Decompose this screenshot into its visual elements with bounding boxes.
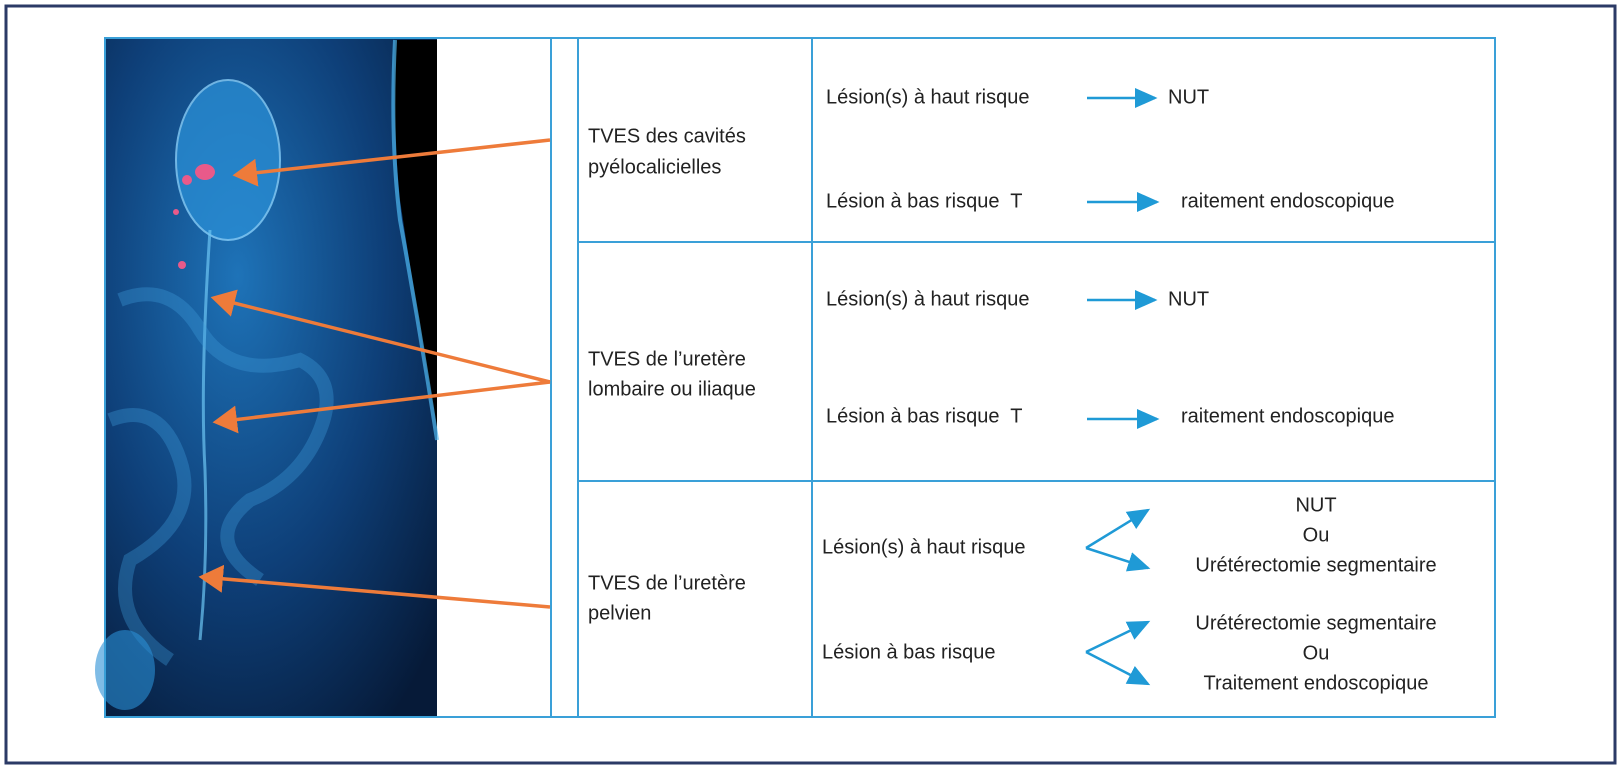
risk-label: Lésion à bas risque T bbox=[826, 405, 1022, 427]
arrow bbox=[1085, 650, 1151, 686]
connector-word: Ou bbox=[1303, 642, 1330, 664]
treatment: NUT bbox=[1168, 86, 1209, 108]
anatomy-illustration bbox=[95, 38, 439, 717]
risk-label: Lésion à bas risque T bbox=[826, 190, 1022, 212]
risk-label: Lésion à bas risque bbox=[822, 641, 995, 663]
treatment: Traitement endoscopique bbox=[1204, 672, 1429, 694]
treatment: Urétérectomie segmentaire bbox=[1195, 554, 1436, 576]
arrow bbox=[1085, 508, 1151, 550]
risk-label: Lésion(s) à haut risque bbox=[826, 86, 1029, 108]
location: pyélocalicielles bbox=[588, 156, 721, 178]
treatment: raitement endoscopique bbox=[1181, 190, 1394, 212]
risk-label: Lésion(s) à haut risque bbox=[822, 536, 1025, 558]
treatment: NUT bbox=[1295, 494, 1336, 516]
connector-word: Ou bbox=[1303, 524, 1330, 546]
treatment: Urétérectomie segmentaire bbox=[1195, 612, 1436, 634]
location: TVES de l’uretère bbox=[588, 572, 746, 594]
table-grid bbox=[104, 37, 1496, 718]
pointer-arrows bbox=[198, 138, 551, 609]
arrow bbox=[1085, 546, 1151, 572]
risk-label: Lésion(s) à haut risque bbox=[826, 288, 1029, 310]
location: TVES des cavités bbox=[588, 125, 746, 147]
location: TVES de l’uretère bbox=[588, 348, 746, 370]
treatment: NUT bbox=[1168, 288, 1209, 310]
arrow bbox=[1085, 620, 1151, 654]
treatment: raitement endoscopique bbox=[1181, 405, 1394, 427]
location: lombaire ou iliaque bbox=[588, 378, 756, 400]
location: pelvien bbox=[588, 602, 651, 624]
